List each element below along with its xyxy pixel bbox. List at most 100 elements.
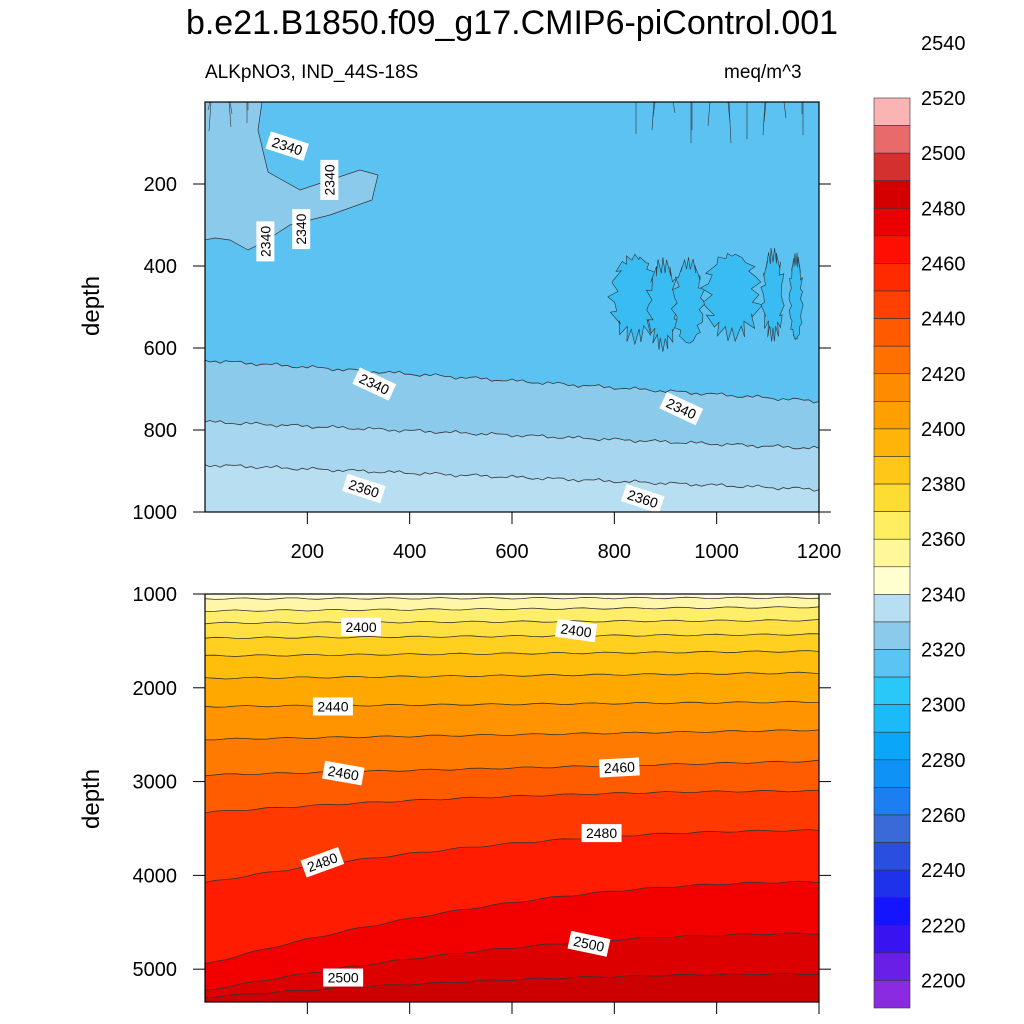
colorbar-swatch	[873, 676, 911, 705]
upper-blob-4	[760, 247, 785, 342]
upper-contour-label-5: 2340	[659, 391, 704, 426]
colorbar-swatch	[873, 235, 911, 264]
colorbar-swatch	[873, 594, 911, 623]
lower-band-13	[205, 973, 819, 1002]
colorbar-swatch	[873, 842, 911, 871]
upper-blob-0	[607, 253, 663, 346]
lower-ytick-label: 4000	[133, 865, 178, 887]
lower-contour-label-0: 2400	[341, 617, 382, 636]
upper-xtick-label: 600	[495, 541, 528, 563]
upper-surface-noise	[228, 101, 232, 128]
colorbar-label: 2340	[921, 584, 966, 606]
colorbar-swatch	[873, 704, 911, 733]
upper-blob-5	[788, 252, 804, 341]
colorbar-swatch	[873, 401, 911, 430]
upper-blob-2	[670, 257, 707, 344]
colorbar-swatch	[873, 897, 911, 926]
colorbar-label: 2280	[921, 750, 966, 772]
colorbar-swatch	[873, 373, 911, 402]
colorbar-swatch	[873, 511, 911, 540]
upper-xtick-label: 1200	[797, 541, 842, 563]
lower-contour-label-8: 2500	[567, 930, 611, 957]
lower-contour-label-text: 2400	[345, 619, 376, 635]
colorbar-swatch	[873, 345, 911, 375]
upper-contour-label-3: 2340	[292, 209, 311, 250]
lower-contour-13	[204, 972, 820, 998]
upper-contour-1	[204, 420, 820, 450]
colorbar-swatch	[873, 263, 911, 292]
colorbar-label: 2420	[921, 364, 966, 386]
upper-xtick-label: 200	[291, 541, 324, 563]
colorbar-label: 2200	[921, 970, 966, 992]
colorbar-label: 2520	[921, 88, 966, 110]
upper-xtick-label: 400	[393, 541, 426, 563]
colorbar-swatch	[873, 649, 911, 678]
upper-band-2	[205, 464, 819, 512]
colorbar-swatch	[873, 787, 911, 816]
colorbar-swatch	[873, 97, 911, 126]
lower-contour-label-text: 2480	[586, 825, 617, 841]
lower-contour-3	[204, 633, 820, 640]
upper-contour-label-text: 2340	[321, 164, 337, 195]
upper-xtick-label: 800	[598, 541, 631, 563]
colorbar-swatch	[873, 814, 911, 843]
lower-ytick-label: 3000	[133, 772, 178, 794]
upper-contour-label-text: 2340	[257, 226, 273, 257]
lower-ytick-label: 2000	[133, 678, 178, 700]
upper-surface-noise	[652, 101, 656, 118]
upper-contour-label-1: 2340	[320, 159, 339, 200]
lower-contour-label-text: 2500	[572, 933, 606, 955]
colorbar-swatch	[873, 456, 911, 485]
upper-surface-noise	[672, 101, 676, 114]
colorbar-label: 2480	[921, 198, 966, 220]
upper-xtick-label: 1000	[694, 541, 739, 563]
upper-surface-noise	[762, 101, 766, 136]
upper-contour-2	[204, 464, 820, 492]
colorbar-swatch	[873, 125, 911, 154]
upper-ytick-label: 1000	[133, 502, 178, 524]
upper-contour-0	[204, 359, 820, 404]
colorbar-label: 2240	[921, 860, 966, 882]
colorbar-label: 2540	[921, 33, 966, 55]
colorbar-swatch	[873, 980, 911, 1009]
colorbar-swatch	[873, 952, 911, 981]
lower-contour-2	[204, 619, 820, 625]
lower-contour-4	[204, 650, 820, 657]
colorbar-swatch	[873, 538, 911, 568]
colorbar-swatch	[873, 290, 911, 319]
upper-patch-2340	[204, 101, 379, 251]
colorbar-swatch	[873, 566, 911, 595]
lower-contour-label-4: 2460	[598, 757, 640, 778]
colorbar-swatch	[873, 180, 911, 209]
upper-surface-noise	[728, 101, 732, 144]
colorbar-label: 2440	[921, 309, 966, 331]
colorbar-swatch	[873, 621, 911, 650]
lower-contour-7	[205, 729, 820, 741]
lower-contour-1	[204, 606, 820, 612]
upper-contour-label-text: 2340	[293, 213, 309, 244]
lower-contour-0	[204, 596, 820, 600]
colorbar-swatch	[873, 759, 911, 788]
colorbar-swatch	[873, 731, 911, 761]
lower-contour-label-3: 2460	[322, 760, 365, 786]
upper-surface-noise	[229, 101, 233, 115]
upper-ytick-label: 400	[144, 256, 177, 278]
upper-ytick-label: 600	[144, 338, 177, 360]
lower-contour-8	[204, 759, 820, 777]
upper-surface-noise	[763, 101, 767, 123]
lower-contour-label-text: 2440	[317, 698, 348, 714]
upper-surface-noise	[783, 101, 787, 119]
lower-contour-label-2: 2440	[312, 697, 353, 716]
colorbar-label: 2380	[921, 474, 966, 496]
lower-contour-5	[204, 671, 820, 680]
lower-contour-label-1: 2400	[555, 618, 598, 643]
colorbar-label: 2460	[921, 253, 966, 275]
colorbar-label: 2400	[921, 419, 966, 441]
lower-contour-11	[204, 880, 820, 965]
colorbar-swatch	[873, 483, 911, 512]
lower-ytick-label: 5000	[133, 959, 178, 981]
colorbar-label: 2360	[921, 529, 966, 551]
colorbar-label: 2260	[921, 805, 966, 827]
upper-ytick-label: 800	[144, 420, 177, 442]
